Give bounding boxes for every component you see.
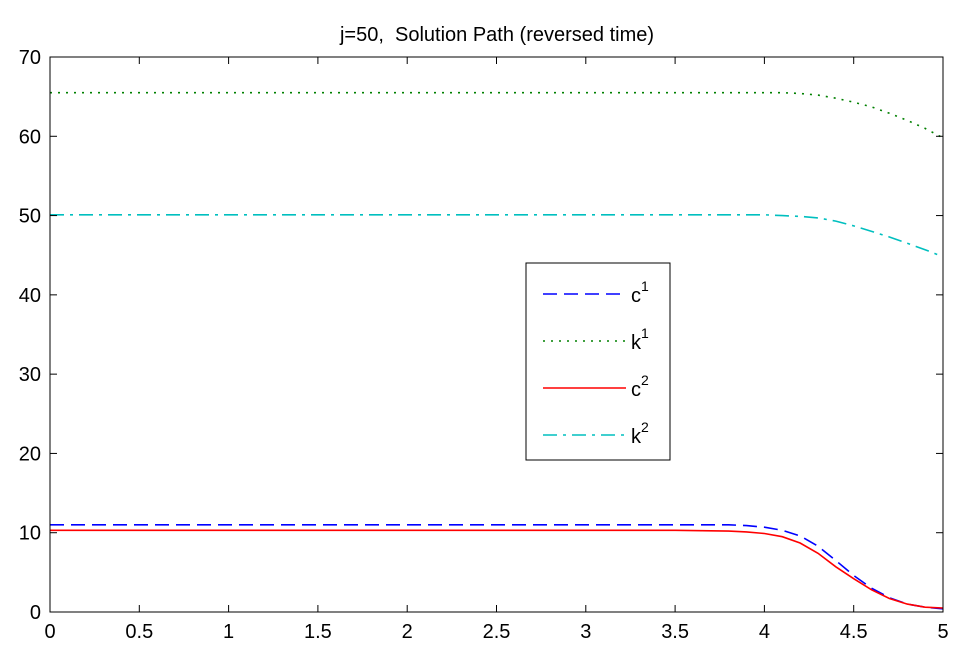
series-line-c2 [50, 529, 944, 609]
y-tick-label: 50 [19, 206, 41, 228]
series-line-k2 [50, 214, 944, 258]
x-tick-label: 3.5 [661, 621, 689, 643]
plot-area [50, 91, 944, 610]
y-tick-label: 10 [19, 523, 41, 545]
x-tick-label: 5 [937, 621, 948, 643]
y-tick-label: 0 [30, 602, 41, 624]
legend-item-k2: k2 [543, 419, 649, 448]
legend: c1 k1 c2 k2 [525, 262, 671, 461]
x-tick-label: 3 [580, 621, 591, 643]
x-tick-label: 4.5 [840, 621, 868, 643]
x-tick-label: 1.5 [304, 621, 332, 643]
legend-item-k1: k1 [543, 325, 649, 354]
x-tick-label: 4 [759, 621, 770, 643]
series-line-k1 [50, 91, 944, 139]
y-tick-label: 70 [19, 47, 41, 69]
x-tick-label: 2.5 [483, 621, 511, 643]
legend-item-c1: c1 [543, 278, 649, 307]
chart-title: j=50, Solution Path (reversed time) [339, 24, 654, 46]
legend-item-c2: c2 [543, 372, 649, 401]
legend-box [525, 262, 671, 461]
y-tick-label: 60 [19, 126, 41, 148]
y-tick-label: 30 [19, 364, 41, 386]
legend-label: k1 [631, 325, 649, 354]
x-tick-label: 2 [402, 621, 413, 643]
legend-label: k2 [631, 419, 649, 448]
y-tick-label: 20 [19, 443, 41, 465]
legend-label: c1 [631, 278, 649, 307]
legend-label: c2 [631, 372, 649, 401]
x-tick-label: 1 [223, 621, 234, 643]
x-tick-label: 0.5 [125, 621, 153, 643]
x-tick-label: 0 [44, 621, 55, 643]
y-tick-label: 40 [19, 285, 41, 307]
